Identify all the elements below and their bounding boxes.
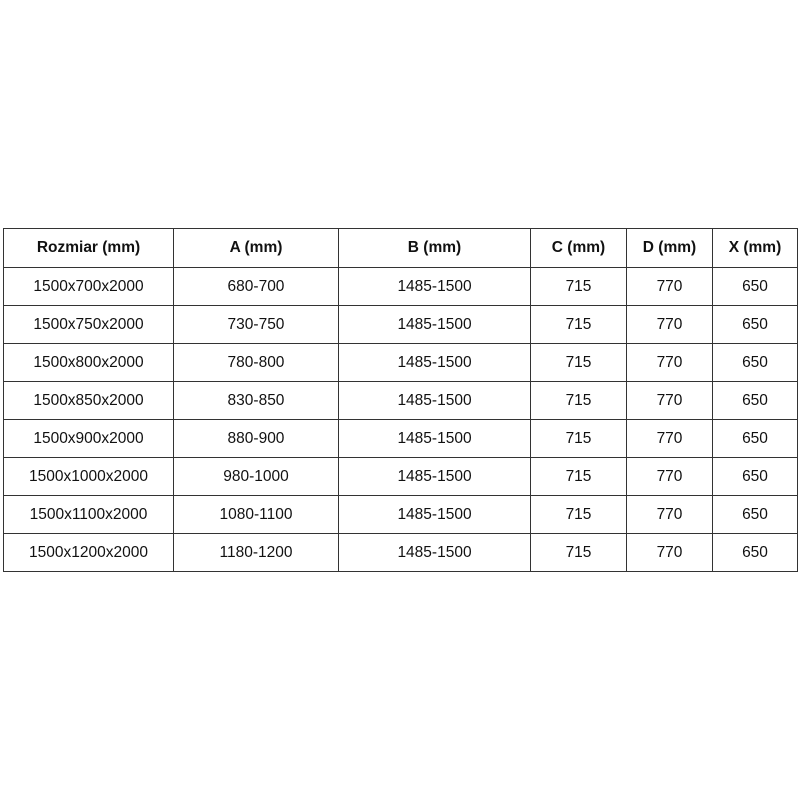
table-cell: 650 <box>712 457 798 496</box>
table-cell: 715 <box>530 533 627 572</box>
table-cell: 1500x1100x2000 <box>3 495 174 534</box>
table-cell: 1500x1200x2000 <box>3 533 174 572</box>
table-cell: 770 <box>626 267 713 306</box>
table-cell: 1500x750x2000 <box>3 305 174 344</box>
table-row: 1500x750x2000 730-750 1485-1500 715 770 650 <box>3 305 798 344</box>
table-cell: 1500x850x2000 <box>3 381 174 420</box>
table-cell: 715 <box>530 495 627 534</box>
table-cell: 770 <box>626 343 713 382</box>
table-cell: 730-750 <box>173 305 339 344</box>
table-cell: 715 <box>530 305 627 344</box>
table-row: 1500x850x2000 830-850 1485-1500 715 770 650 <box>3 381 798 420</box>
table-row: 1500x900x2000 880-900 1485-1500 715 770 650 <box>3 419 798 458</box>
table-cell: 1485-1500 <box>338 495 531 534</box>
table-cell: 770 <box>626 419 713 458</box>
table-cell: 715 <box>530 381 627 420</box>
table-cell: 715 <box>530 457 627 496</box>
column-header: Rozmiar (mm) <box>3 228 174 268</box>
table-cell: 770 <box>626 381 713 420</box>
table-cell: 1485-1500 <box>338 533 531 572</box>
table-row: 1500x1000x2000 980-1000 1485-1500 715 770 650 <box>3 457 798 496</box>
header-row: Rozmiar (mm) A (mm) B (mm) C (mm) D (mm) X (m… <box>3 228 798 268</box>
table-cell: 1080-1100 <box>173 495 339 534</box>
table-cell: 780-800 <box>173 343 339 382</box>
table-cell: 1500x900x2000 <box>3 419 174 458</box>
table-cell: 1485-1500 <box>338 267 531 306</box>
table-cell: 770 <box>626 495 713 534</box>
table-cell: 1485-1500 <box>338 305 531 344</box>
table-cell: 1500x800x2000 <box>3 343 174 382</box>
table-cell: 1485-1500 <box>338 343 531 382</box>
table-cell: 1485-1500 <box>338 419 531 458</box>
table-cell: 1500x700x2000 <box>3 267 174 306</box>
table-cell: 650 <box>712 305 798 344</box>
table-cell: 980-1000 <box>173 457 339 496</box>
table-row: 1500x700x2000 680-700 1485-1500 715 770 650 <box>3 267 798 306</box>
column-header: D (mm) <box>626 228 713 268</box>
table-row: 1500x1100x2000 1080-1100 1485-1500 715 770 65… <box>3 495 798 534</box>
table-row: 1500x1200x2000 1180-1200 1485-1500 715 770 65… <box>3 533 798 572</box>
table-row: 1500x800x2000 780-800 1485-1500 715 770 650 <box>3 343 798 382</box>
table-cell: 830-850 <box>173 381 339 420</box>
table-cell: 650 <box>712 381 798 420</box>
table-cell: 880-900 <box>173 419 339 458</box>
table-cell: 770 <box>626 457 713 496</box>
table-cell: 650 <box>712 267 798 306</box>
table-cell: 1500x1000x2000 <box>3 457 174 496</box>
table-cell: 650 <box>712 533 798 572</box>
table-cell: 770 <box>626 533 713 572</box>
table-cell: 770 <box>626 305 713 344</box>
table-cell: 715 <box>530 419 627 458</box>
table-cell: 1485-1500 <box>338 381 531 420</box>
column-header: C (mm) <box>530 228 627 268</box>
table-cell: 650 <box>712 419 798 458</box>
column-header: X (mm) <box>712 228 798 268</box>
table-cell: 650 <box>712 343 798 382</box>
table-cell: 1485-1500 <box>338 457 531 496</box>
column-header: B (mm) <box>338 228 531 268</box>
table-cell: 715 <box>530 343 627 382</box>
table-cell: 1180-1200 <box>173 533 339 572</box>
table-cell: 650 <box>712 495 798 534</box>
table-cell: 715 <box>530 267 627 306</box>
table-cell: 680-700 <box>173 267 339 306</box>
dimensions-table: Rozmiar (mm) A (mm) B (mm) C (mm) D (mm) X (m… <box>3 228 798 572</box>
column-header: A (mm) <box>173 228 339 268</box>
